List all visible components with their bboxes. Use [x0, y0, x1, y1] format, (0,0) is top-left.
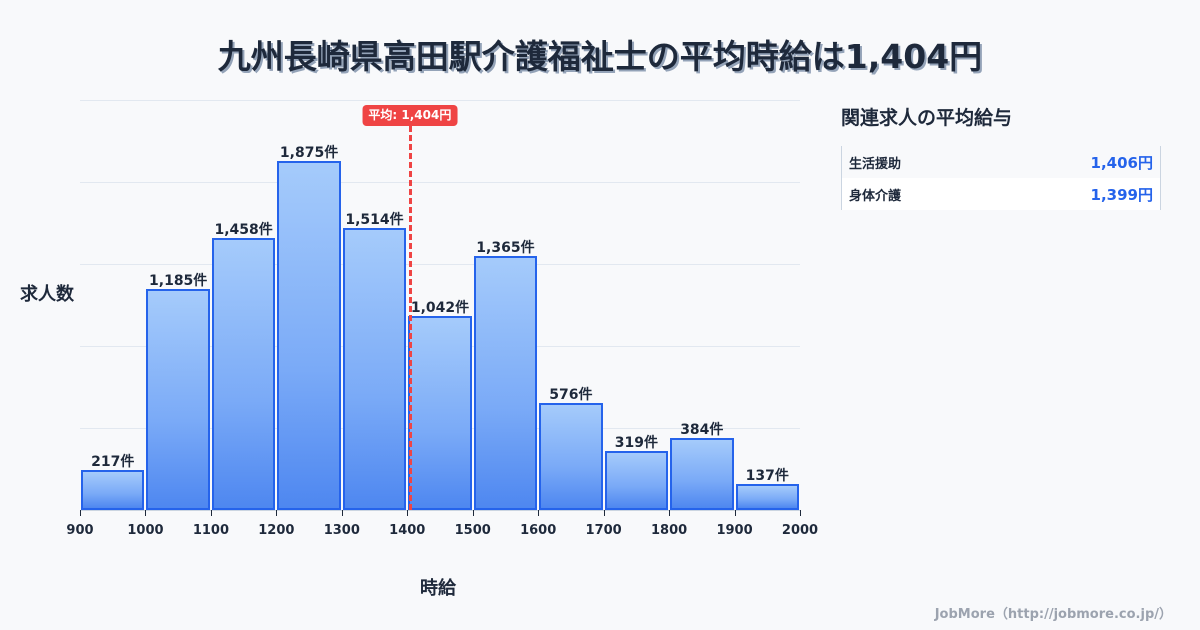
- job-type-average: 1,406円: [1090, 153, 1153, 172]
- x-tick-label: 1400: [389, 523, 426, 538]
- histogram-bar: [342, 227, 407, 510]
- histogram-plot: 217件 1,185件 1,458件 1,875件 1,514件 1,042件 1,365件…: [66, 100, 818, 538]
- x-tick-label: 1500: [454, 523, 491, 538]
- bar-value-label: 1,042件: [410, 299, 470, 316]
- related-salary-row: 身体介護 1,399円: [842, 178, 1160, 210]
- histogram-bar: [277, 160, 341, 510]
- bar-value-label: 217件: [91, 453, 135, 470]
- x-tick: [210, 510, 212, 516]
- x-tick: [145, 510, 147, 516]
- related-salary-row: 生活援助 1,406円: [842, 146, 1160, 178]
- bar-value-label: 1,875件: [279, 144, 339, 161]
- x-axis-label: 時給: [420, 578, 456, 599]
- bar-value-label: 137件: [745, 468, 789, 485]
- job-type-average: 1,399円: [1090, 185, 1153, 204]
- related-salary-table: 生活援助 1,406円 身体介護 1,399円: [841, 146, 1161, 210]
- x-tick-label: 900: [66, 523, 94, 538]
- bar-value-label: 576件: [549, 386, 593, 403]
- y-axis-label: 求人数: [20, 284, 74, 305]
- histogram-bar: [539, 402, 603, 510]
- x-tick-label: 1200: [258, 523, 295, 538]
- x-tick-label: 1600: [520, 523, 557, 538]
- job-type-name: 身体介護: [849, 188, 902, 204]
- x-tick-label: 1800: [650, 523, 688, 538]
- job-type-name: 生活援助: [849, 156, 902, 172]
- bar-value-label: 1,185件: [149, 273, 208, 290]
- histogram-bar: [81, 469, 145, 510]
- gridline: [80, 100, 800, 101]
- x-tick-label: 1000: [127, 523, 164, 538]
- histogram-bar: [211, 238, 276, 510]
- bar-value-label: 1,365件: [476, 239, 535, 256]
- x-tick: [276, 510, 278, 516]
- histogram-bar: [604, 450, 669, 510]
- bar-value-label: 319件: [614, 434, 658, 451]
- histogram-bar: [473, 255, 538, 510]
- x-tick-label: 2000: [781, 523, 819, 538]
- x-tick: [472, 510, 474, 516]
- average-line: [408, 126, 412, 510]
- x-tick: [80, 510, 81, 516]
- x-tick: [734, 510, 736, 516]
- histogram-bar: [670, 438, 734, 510]
- x-tick: [407, 510, 409, 516]
- histogram-bar: [735, 484, 799, 510]
- histogram-bar: [408, 315, 472, 510]
- bar-value-label: 1,458件: [214, 222, 273, 239]
- x-tick: [800, 510, 801, 516]
- x-tick: [603, 510, 605, 516]
- histogram-bar: [146, 289, 210, 510]
- source-credit: JobMore（http://jobmore.co.jp/）: [934, 607, 1172, 622]
- bar-value-label: 384件: [680, 422, 724, 439]
- bar-value-label: 1,514件: [345, 211, 404, 228]
- page-title: 九州長崎県高田駅介護福祉士の平均時給は1,404円: [217, 37, 983, 76]
- x-tick: [341, 510, 343, 516]
- x-tick-label: 1900: [716, 523, 753, 538]
- x-tick-label: 1700: [585, 523, 622, 538]
- x-tick-label: 1100: [192, 523, 229, 538]
- x-axis-line: [80, 510, 800, 511]
- x-tick: [669, 510, 671, 516]
- x-tick: [538, 510, 540, 516]
- average-badge: 平均: 1,404円: [362, 105, 458, 126]
- gridline: [80, 264, 800, 265]
- related-salary-title: 関連求人の平均給与: [841, 107, 1013, 129]
- x-tick-label: 1300: [323, 523, 360, 538]
- gridline: [80, 182, 800, 183]
